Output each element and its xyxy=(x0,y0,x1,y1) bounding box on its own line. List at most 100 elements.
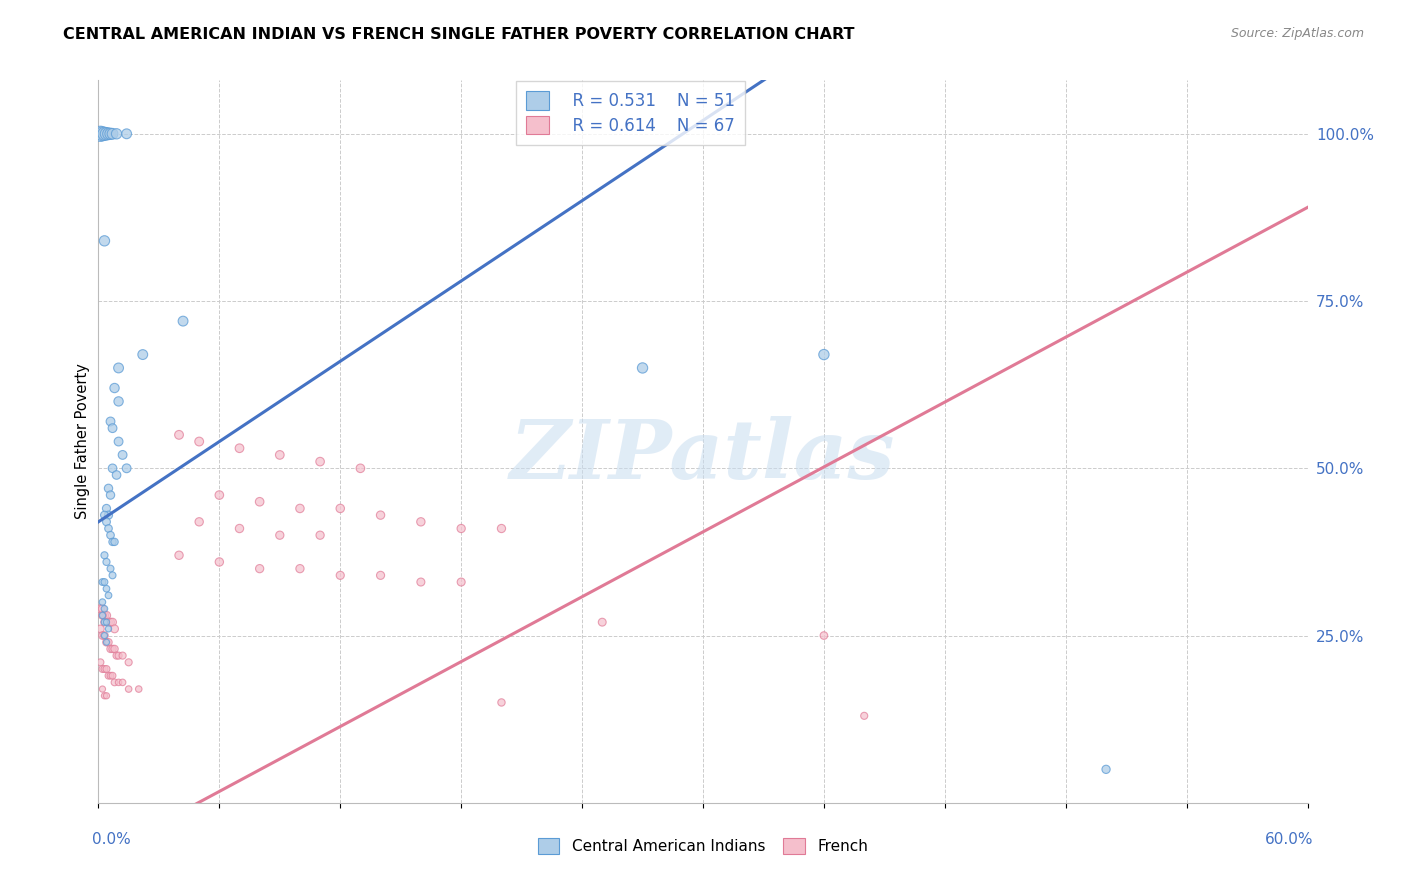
Point xyxy=(107,648,129,663)
Point xyxy=(329,568,352,582)
Point xyxy=(118,681,141,696)
Point xyxy=(208,488,231,502)
Point xyxy=(97,622,120,636)
Point xyxy=(91,628,114,642)
Point xyxy=(91,575,114,590)
Point xyxy=(813,348,835,362)
Point xyxy=(132,348,155,362)
Point xyxy=(103,642,125,657)
Point xyxy=(491,521,513,535)
Point xyxy=(91,127,114,141)
Point xyxy=(128,681,150,696)
Point xyxy=(89,602,111,616)
Point xyxy=(93,615,115,630)
Point xyxy=(93,628,115,642)
Point xyxy=(309,528,332,542)
Point xyxy=(97,508,120,523)
Point xyxy=(167,548,190,563)
Point xyxy=(228,442,250,455)
Point xyxy=(107,394,129,409)
Point xyxy=(115,461,138,475)
Point xyxy=(288,501,311,516)
Text: Source: ZipAtlas.com: Source: ZipAtlas.com xyxy=(1230,27,1364,40)
Point xyxy=(349,461,371,475)
Legend: Central American Indians, French: Central American Indians, French xyxy=(531,832,875,860)
Point xyxy=(288,562,311,576)
Point xyxy=(1095,762,1118,776)
Point xyxy=(249,562,271,576)
Point xyxy=(101,534,124,549)
Point xyxy=(96,582,118,596)
Point xyxy=(100,615,122,630)
Point xyxy=(103,534,125,549)
Point xyxy=(188,434,211,449)
Point xyxy=(105,648,128,663)
Point xyxy=(269,528,291,542)
Point xyxy=(97,635,120,649)
Point xyxy=(105,467,128,482)
Point xyxy=(93,615,115,630)
Point xyxy=(100,528,122,542)
Point xyxy=(370,568,392,582)
Point xyxy=(96,555,118,569)
Point xyxy=(101,568,124,582)
Point xyxy=(103,622,125,636)
Point xyxy=(188,515,211,529)
Text: 0.0%: 0.0% xyxy=(93,831,131,847)
Point xyxy=(370,508,392,523)
Point xyxy=(96,501,118,516)
Point xyxy=(491,696,513,710)
Point xyxy=(91,681,114,696)
Point xyxy=(103,381,125,395)
Point xyxy=(93,608,115,623)
Point xyxy=(409,515,432,529)
Point xyxy=(93,575,115,590)
Point xyxy=(93,508,115,523)
Point xyxy=(96,127,118,141)
Point xyxy=(813,628,835,642)
Point xyxy=(91,608,114,623)
Point xyxy=(101,642,124,657)
Point xyxy=(97,521,120,535)
Point xyxy=(96,635,118,649)
Point xyxy=(97,669,120,683)
Point xyxy=(89,127,111,141)
Point xyxy=(100,127,122,141)
Point xyxy=(96,689,118,703)
Point xyxy=(96,615,118,630)
Point xyxy=(97,127,120,141)
Point xyxy=(101,669,124,683)
Point xyxy=(96,662,118,676)
Point xyxy=(91,608,114,623)
Point xyxy=(93,628,115,642)
Point xyxy=(100,414,122,429)
Point xyxy=(101,461,124,475)
Point xyxy=(93,689,115,703)
Y-axis label: Single Father Poverty: Single Father Poverty xyxy=(75,364,90,519)
Point xyxy=(96,515,118,529)
Point xyxy=(111,675,134,690)
Point xyxy=(111,648,134,663)
Point xyxy=(269,448,291,462)
Point xyxy=(309,455,332,469)
Point xyxy=(631,361,654,376)
Point xyxy=(97,615,120,630)
Point xyxy=(100,562,122,576)
Point xyxy=(100,488,122,502)
Point xyxy=(91,602,114,616)
Point xyxy=(107,434,129,449)
Point xyxy=(97,589,120,603)
Point xyxy=(409,575,432,590)
Point xyxy=(167,427,190,442)
Point xyxy=(450,521,472,535)
Point xyxy=(96,635,118,649)
Point xyxy=(91,662,114,676)
Text: ZIPatlas: ZIPatlas xyxy=(510,416,896,496)
Point xyxy=(107,361,129,376)
Point xyxy=(91,595,114,609)
Point xyxy=(97,482,120,496)
Point xyxy=(853,708,876,723)
Point xyxy=(93,234,115,248)
Point xyxy=(100,669,122,683)
Point xyxy=(93,662,115,676)
